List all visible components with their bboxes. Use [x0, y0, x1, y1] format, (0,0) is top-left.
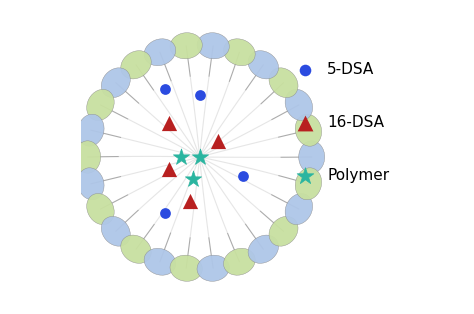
Point: [301, 173, 309, 178]
Ellipse shape: [197, 33, 229, 59]
Ellipse shape: [295, 168, 322, 200]
Ellipse shape: [224, 248, 255, 275]
Ellipse shape: [248, 235, 279, 263]
Ellipse shape: [101, 216, 130, 246]
Text: 5-DSA: 5-DSA: [327, 62, 374, 77]
Point: [162, 210, 169, 215]
Ellipse shape: [248, 51, 279, 79]
Point: [190, 176, 197, 181]
Ellipse shape: [87, 193, 114, 225]
Ellipse shape: [144, 248, 176, 275]
Point: [215, 139, 222, 144]
Text: Polymer: Polymer: [327, 168, 389, 183]
Ellipse shape: [285, 193, 313, 225]
Text: 16-DSA: 16-DSA: [327, 115, 384, 130]
Point: [196, 154, 203, 160]
Point: [301, 67, 309, 72]
Circle shape: [118, 76, 281, 238]
Ellipse shape: [197, 255, 229, 281]
Ellipse shape: [285, 89, 313, 121]
Ellipse shape: [74, 141, 100, 173]
Ellipse shape: [78, 114, 104, 146]
Point: [165, 120, 173, 125]
Ellipse shape: [170, 33, 202, 59]
Ellipse shape: [269, 68, 298, 98]
Ellipse shape: [295, 114, 322, 146]
Ellipse shape: [101, 68, 130, 98]
Ellipse shape: [121, 51, 151, 79]
Ellipse shape: [170, 255, 202, 281]
Ellipse shape: [78, 168, 104, 200]
Ellipse shape: [144, 39, 176, 66]
Ellipse shape: [121, 235, 151, 263]
Point: [177, 154, 185, 160]
Point: [196, 92, 203, 97]
Ellipse shape: [269, 216, 298, 246]
Point: [165, 167, 173, 172]
Ellipse shape: [87, 89, 114, 121]
Ellipse shape: [224, 39, 255, 66]
Point: [162, 86, 169, 91]
Point: [187, 198, 194, 203]
Ellipse shape: [299, 141, 325, 173]
Point: [301, 120, 309, 125]
Point: [239, 173, 247, 178]
